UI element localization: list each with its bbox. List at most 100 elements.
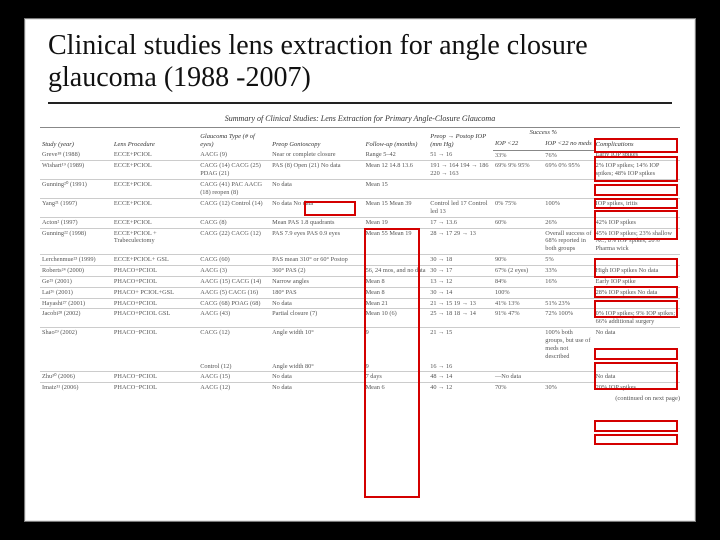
cell-proc: ECCE+PCIOL <box>112 180 198 199</box>
cell-comp: 45% IOP spikes; 23% shallow AC; 8% IOP s… <box>594 228 680 255</box>
cell-study: Gunning²² (1998) <box>40 228 112 255</box>
cell-s1 <box>493 328 543 362</box>
cell-type: AACG (43) <box>198 309 270 328</box>
cell-gonio: Angle width 10° <box>270 328 363 362</box>
cell-fup: 56, 24 mos, and no data <box>364 265 429 276</box>
cell-s2 <box>543 372 593 383</box>
highlight-box <box>594 420 678 432</box>
cell-study: Roberts²⁴ (2000) <box>40 265 112 276</box>
hdr-study: Study (year) <box>40 128 112 150</box>
cell-iop: 21 → 15 19 → 13 <box>428 298 493 309</box>
table-row: Wishart¹⁹ (1989)ECCE+PCIOLCACG (14) CACG… <box>40 161 680 180</box>
hdr-succ1: IOP <22 <box>493 139 543 151</box>
cell-study: Gunning²⁰ (1991) <box>40 180 112 199</box>
cell-s2 <box>543 180 593 199</box>
cell-s1 <box>493 180 543 199</box>
cell-fup <box>364 255 429 266</box>
cell-comp: No data <box>594 372 680 383</box>
hdr-fup: Follow-up (months) <box>364 128 429 150</box>
cell-fup: Mean 15 Mean 39 <box>364 198 429 217</box>
cell-iop: 51 → 16 <box>428 150 493 161</box>
cell-iop: 30 → 17 <box>428 265 493 276</box>
cell-s1: 33% <box>493 150 543 161</box>
cell-iop: 25 → 18 18 → 14 <box>428 309 493 328</box>
cell-proc: PHACO+PCIOL <box>112 276 198 287</box>
table-body: Greve¹⁸ (1988)ECCE+PCIOLAACG (9)Near or … <box>40 150 680 393</box>
cell-comp: 28% IOP spikes No data <box>594 287 680 298</box>
cell-comp <box>594 180 680 199</box>
table-row: Zhu³⁰ (2006)PHACO−PCIOLAACG (15)No data7… <box>40 372 680 383</box>
cell-type: CACG (12) <box>198 328 270 362</box>
cell-iop <box>428 180 493 199</box>
cell-s2: 76% <box>543 150 593 161</box>
cell-gonio: 360° PAS (2) <box>270 265 363 276</box>
cell-study: Jacobi²⁸ (2002) <box>40 309 112 328</box>
footer-note: (continued on next page) <box>40 395 680 403</box>
table-row: Acton² (1997)ECCE+PCIOLCACG (8)Mean PAS … <box>40 217 680 228</box>
cell-s2: 5% <box>543 255 593 266</box>
cell-s2: 69% 0% 95% <box>543 161 593 180</box>
cell-comp: 42% IOP spikes <box>594 217 680 228</box>
table-row: Shao²⁹ (2002)PHACO−PCIOLCACG (12)Angle w… <box>40 328 680 362</box>
cell-fup: Range 5–42 <box>364 150 429 161</box>
cell-study: Lerchenmue²³ (1999) <box>40 255 112 266</box>
cell-comp <box>594 298 680 309</box>
cell-gonio: Angle width 80° <box>270 362 363 372</box>
cell-gonio: Partial closure (7) <box>270 309 363 328</box>
cell-type: CACG (8) <box>198 217 270 228</box>
studies-table: Study (year) Lens Procedure Glaucoma Typ… <box>40 127 680 393</box>
cell-type: CACG (60) <box>198 255 270 266</box>
cell-comp: 20% IOP spikes <box>594 383 680 393</box>
cell-fup: Mean 55 Mean 19 <box>364 228 429 255</box>
cell-fup: Mean 8 <box>364 276 429 287</box>
table-wrap: Summary of Clinical Studies: Lens Extrac… <box>40 114 680 506</box>
cell-comp <box>594 362 680 372</box>
cell-proc: PHACO−PCIOL <box>112 383 198 393</box>
cell-iop: 13 → 12 <box>428 276 493 287</box>
cell-iop: 28 → 17 29 → 13 <box>428 228 493 255</box>
cell-fup: Mean 15 <box>364 180 429 199</box>
cell-iop: 30 → 14 <box>428 287 493 298</box>
cell-gonio: Near or complete closure <box>270 150 363 161</box>
cell-s2: 30% <box>543 383 593 393</box>
cell-s1: 90% <box>493 255 543 266</box>
cell-proc: ECCE+PCIOL <box>112 150 198 161</box>
cell-s1 <box>493 362 543 372</box>
table-row: Gunning²² (1998)ECCE+PCIOL + Trabeculect… <box>40 228 680 255</box>
table-row: Imaiz³¹ (2006)PHACO−PCIOLAACG (12)No dat… <box>40 383 680 393</box>
cell-proc: PHACO−PCIOL <box>112 372 198 383</box>
cell-type: AACG (5) CACG (16) <box>198 287 270 298</box>
cell-type: CACG (68) POAG (68) <box>198 298 270 309</box>
cell-fup: Mean 12 14.8 13.6 <box>364 161 429 180</box>
cell-gonio: No data <box>270 383 363 393</box>
table-row: Yang²¹ (1997)ECCE+PCIOLCACG (12) Control… <box>40 198 680 217</box>
cell-gonio: PAS (8) Open (21) No data <box>270 161 363 180</box>
cell-proc: ECCE+PCIOL <box>112 198 198 217</box>
cell-iop: 30 → 18 <box>428 255 493 266</box>
table-row: Roberts²⁴ (2000)PHACO+PCIOLAACG (3)360° … <box>40 265 680 276</box>
hdr-type: Glaucoma Type (# of eyes) <box>198 128 270 150</box>
cell-s1: 84% <box>493 276 543 287</box>
cell-gonio: PAS 7.9 eyes PAS 0.9 eyes <box>270 228 363 255</box>
cell-fup: Mean 21 <box>364 298 429 309</box>
cell-s2 <box>543 362 593 372</box>
cell-comp: 2% IOP spikes; 14% IOP spikes; 48% IOP s… <box>594 161 680 180</box>
cell-fup: Mean 8 <box>364 287 429 298</box>
cell-type: CACG (14) CACG (25) PDAG (21) <box>198 161 270 180</box>
cell-s2: Overall success of 68% reported in both … <box>543 228 593 255</box>
table-caption: Summary of Clinical Studies: Lens Extrac… <box>40 114 680 124</box>
cell-iop: 48 → 14 <box>428 372 493 383</box>
cell-iop: 17 → 13.6 <box>428 217 493 228</box>
cell-s1: 70% <box>493 383 543 393</box>
cell-fup: 7 days <box>364 372 429 383</box>
hdr-proc: Lens Procedure <box>112 128 198 150</box>
cell-proc: PHACO+PCIOL <box>112 265 198 276</box>
cell-fup: 9 <box>364 362 429 372</box>
cell-proc: ECCE+PCIOL + Trabeculectomy <box>112 228 198 255</box>
hdr-succ2: IOP <22 no meds <box>543 139 593 151</box>
cell-s1: 100% <box>493 287 543 298</box>
cell-s1: 60% <box>493 217 543 228</box>
cell-comp <box>594 255 680 266</box>
cell-proc: ECCE+PCIOL+ GSL <box>112 255 198 266</box>
cell-study <box>40 362 112 372</box>
